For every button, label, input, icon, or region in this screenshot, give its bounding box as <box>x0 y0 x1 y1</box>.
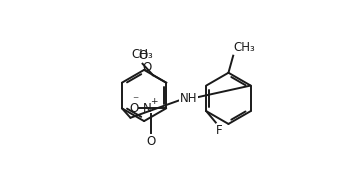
Text: CH₃: CH₃ <box>132 48 153 61</box>
Text: O: O <box>129 102 138 115</box>
Text: ⁻: ⁻ <box>132 94 138 107</box>
Text: O: O <box>146 135 155 148</box>
Text: F: F <box>216 124 223 137</box>
Text: NH: NH <box>180 92 197 105</box>
Text: CH₃: CH₃ <box>234 41 255 54</box>
Text: +: + <box>151 97 158 106</box>
Text: O: O <box>138 49 147 62</box>
Text: O: O <box>143 61 152 74</box>
Text: N: N <box>143 102 152 115</box>
